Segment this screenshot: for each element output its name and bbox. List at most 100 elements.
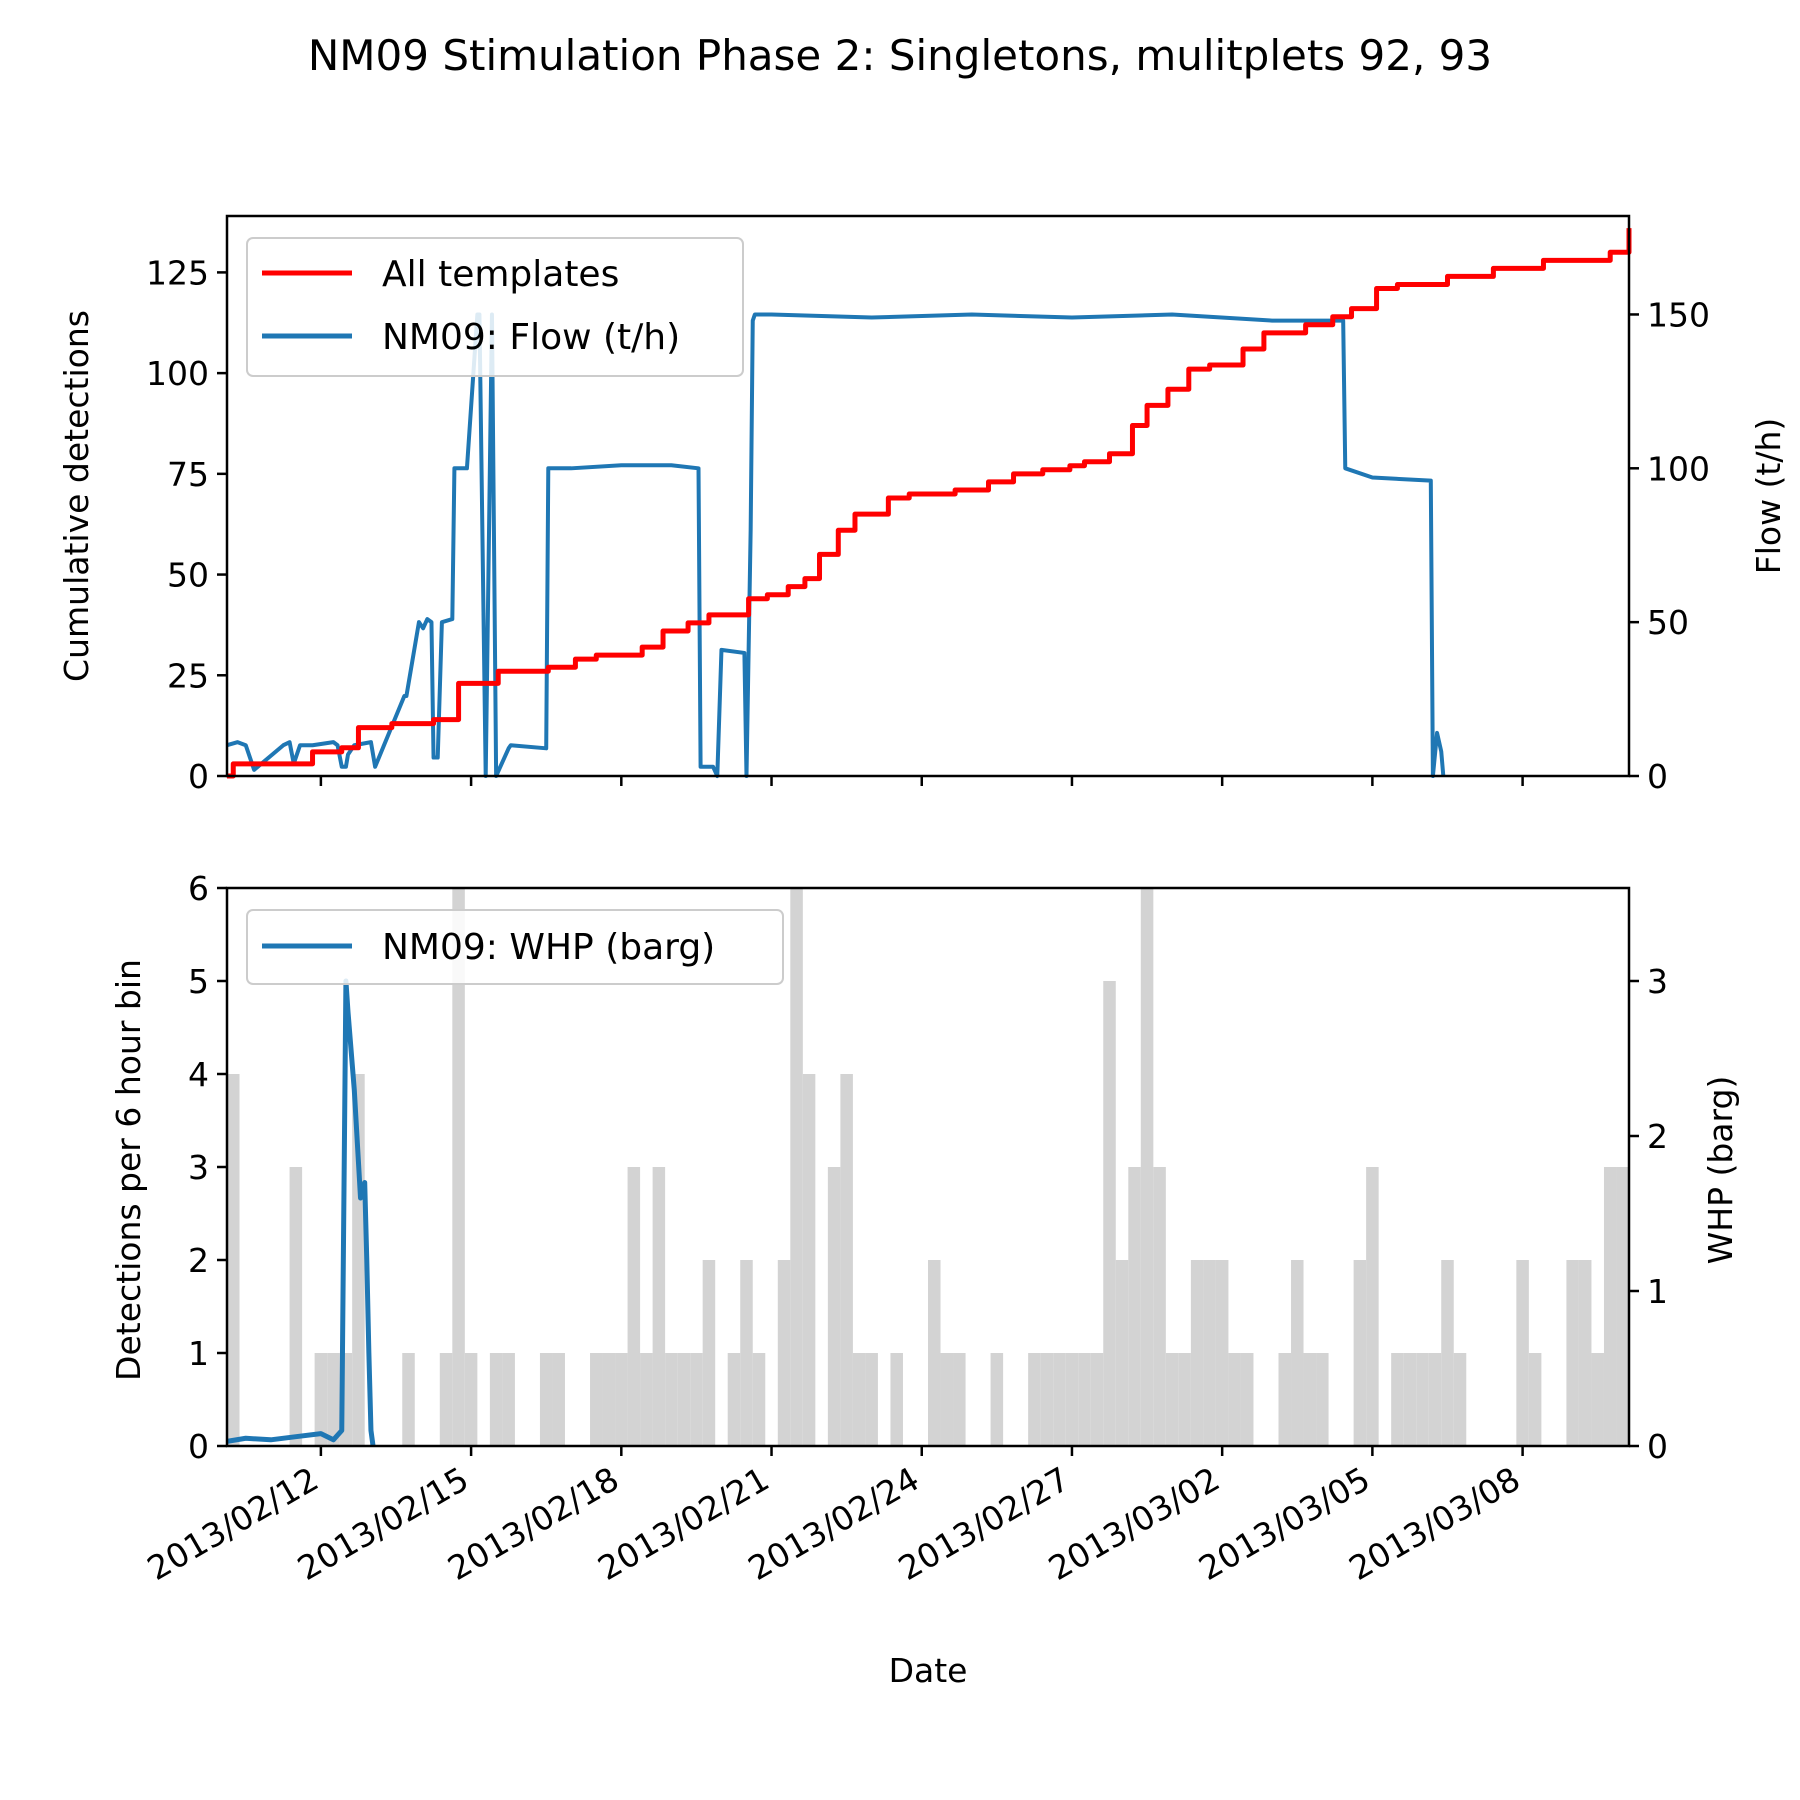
detection-bar	[890, 1353, 903, 1446]
detection-bar	[1516, 1260, 1529, 1446]
bottom-x-tick-label: 2013/02/21	[591, 1459, 775, 1588]
detection-bar	[740, 1260, 753, 1446]
bottom-right-y-tick-label: 3	[1647, 962, 1668, 1001]
detection-bar	[615, 1353, 628, 1446]
top-left-y-tick-label: 0	[188, 757, 209, 796]
detection-bar	[352, 1074, 365, 1446]
top-left-y-tick-label: 25	[167, 656, 209, 695]
bottom-left-ylabel: Detections per 6 hour bin	[109, 959, 148, 1381]
detection-bar	[464, 1353, 478, 1446]
detection-bar	[1065, 1353, 1079, 1446]
detection-bar	[1603, 1167, 1617, 1446]
bottom-x-tick-label: 2013/03/08	[1342, 1459, 1526, 1588]
bottom-right-y-tick-label: 1	[1647, 1272, 1668, 1311]
detection-bar	[752, 1353, 766, 1446]
detection-bar	[502, 1353, 515, 1446]
detection-bar	[1353, 1260, 1367, 1446]
detection-bar	[727, 1353, 741, 1446]
detection-bar	[1228, 1353, 1241, 1446]
bottom-left-y-tick-label: 4	[188, 1055, 209, 1094]
bottom-x-tick-label: 2013/03/02	[1042, 1459, 1226, 1588]
detection-bar	[552, 1353, 565, 1446]
flow-line	[226, 312, 1446, 778]
detection-bar	[1090, 1353, 1104, 1446]
top-left-y-tick-label: 125	[146, 253, 209, 292]
detection-bar	[539, 1353, 553, 1446]
chart-title: NM09 Stimulation Phase 2: Singletons, mu…	[308, 31, 1492, 80]
whp-line	[226, 978, 376, 1447]
detection-bar	[1616, 1167, 1629, 1446]
detection-bar	[1366, 1167, 1379, 1446]
detection-bar	[1165, 1353, 1179, 1446]
top-ticks: 0 25 50 75 100 125 0 50 100 150	[146, 253, 1710, 796]
top-right-y-tick-label: 0	[1647, 757, 1668, 796]
bottom-left-y-tick-label: 1	[188, 1334, 209, 1373]
detection-bar	[865, 1353, 878, 1446]
bottom-left-y-tick-label: 3	[188, 1148, 209, 1187]
legend-label-nm09-whp: NM09: WHP (barg)	[382, 927, 715, 968]
detection-bar	[1316, 1353, 1329, 1446]
bottom-right-ylabel: WHP (barg)	[1701, 1076, 1740, 1265]
top-left-y-tick-label: 75	[167, 455, 209, 494]
detection-bar	[289, 1167, 303, 1446]
detection-bar	[665, 1353, 678, 1446]
detection-bar	[1115, 1260, 1129, 1446]
bottom-legend-box	[246, 909, 784, 985]
detection-bar	[627, 1167, 641, 1446]
bottom-panel: 0 1 2 3 4 5 6 0 1 2 3 2013/02/122013/02/152013/02/1…	[109, 869, 1740, 1690]
bottom-x-tick-label: 2013/02/12	[141, 1459, 325, 1588]
bottom-legend: NM09: WHP (barg)	[246, 909, 784, 985]
top-right-y-tick-label: 150	[1647, 295, 1710, 334]
bottom-x-tick-label: 2013/02/15	[291, 1459, 475, 1588]
top-left-y-tick-label: 100	[146, 354, 209, 393]
detection-bar	[1190, 1260, 1204, 1446]
detection-bar	[590, 1353, 603, 1446]
detection-bar	[327, 1353, 340, 1446]
legend-label-nm09-flow: NM09: Flow (t/h)	[382, 317, 680, 358]
detection-bar	[1078, 1353, 1091, 1446]
detection-bar	[1053, 1353, 1066, 1446]
bottom-left-y-tick-label: 6	[188, 869, 209, 908]
bottom-right-y-tick-label: 0	[1647, 1427, 1668, 1466]
detection-bar	[1441, 1260, 1454, 1446]
top-left-ylabel: Cumulative detections	[57, 310, 96, 682]
detection-bar	[1278, 1353, 1292, 1446]
detection-bar	[677, 1353, 691, 1446]
detection-bar	[1453, 1353, 1467, 1446]
detection-bar	[802, 1074, 816, 1446]
bottom-right-y-tick-label: 2	[1647, 1117, 1668, 1156]
detection-bar	[1028, 1353, 1041, 1446]
detection-bar	[602, 1353, 616, 1446]
detection-bar	[1566, 1260, 1579, 1446]
top-legend-box	[246, 237, 744, 377]
bottom-left-y-tick-label: 5	[188, 962, 209, 1001]
detection-bar	[1416, 1353, 1429, 1446]
detection-bar	[227, 1074, 240, 1446]
top-legend: All templates NM09: Flow (t/h)	[246, 237, 744, 377]
legend-label-all-templates: All templates	[382, 254, 619, 295]
detection-bar	[1578, 1260, 1592, 1446]
top-right-y-tick-label: 100	[1647, 449, 1710, 488]
detection-bar	[1040, 1353, 1054, 1446]
detection-bar	[1240, 1353, 1254, 1446]
bottom-series-layer	[226, 978, 376, 1447]
bottom-x-tick-label: 2013/02/18	[441, 1459, 625, 1588]
top-right-y-tick-label: 50	[1647, 603, 1689, 642]
bottom-x-tick-label: 2013/02/27	[892, 1459, 1076, 1588]
detection-bar	[1428, 1353, 1442, 1446]
detection-bar	[990, 1353, 1004, 1446]
detection-bar	[640, 1353, 653, 1446]
top-right-ylabel: Flow (t/h)	[1749, 418, 1788, 575]
detection-bar	[1103, 981, 1116, 1446]
detection-bar	[1203, 1260, 1216, 1446]
bottom-bars	[227, 888, 1629, 1446]
detection-bar	[852, 1353, 866, 1446]
bottom-xlabel: Date	[889, 1651, 968, 1690]
detection-bar	[1391, 1353, 1404, 1446]
detection-bar	[790, 888, 803, 1446]
detection-bar	[489, 1353, 503, 1446]
detection-bar	[1291, 1260, 1304, 1446]
top-left-y-tick-label: 50	[167, 556, 209, 595]
cumulative-detections-line	[227, 228, 1632, 779]
